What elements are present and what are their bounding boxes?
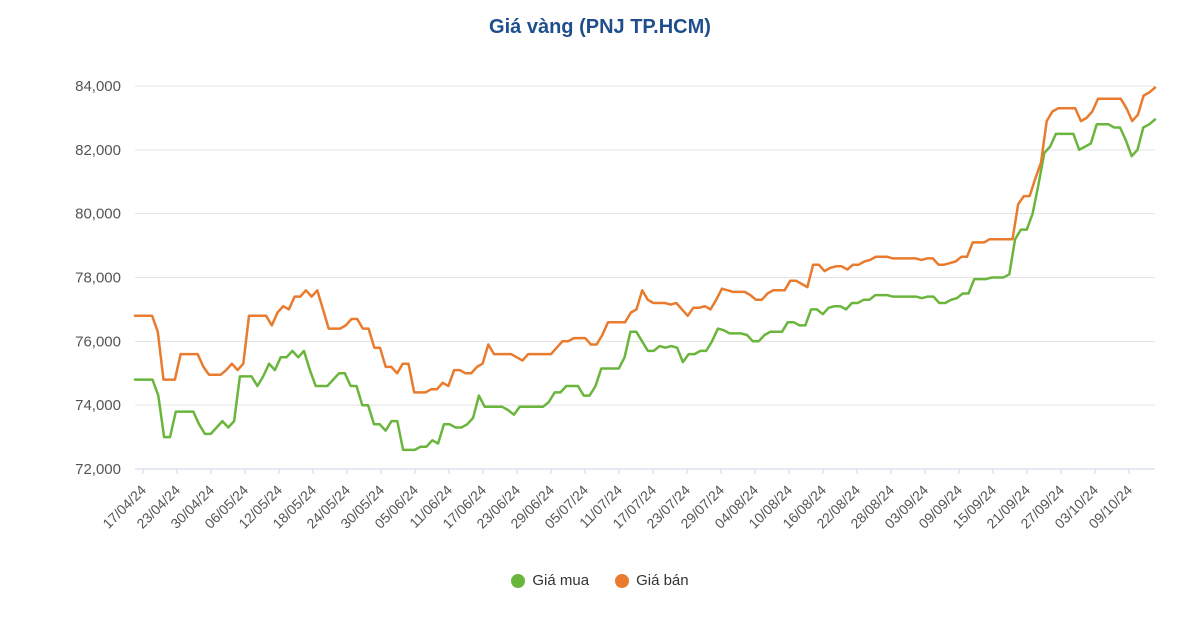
y-tick-label: 84,000 [75,78,121,95]
y-tick-label: 76,000 [75,333,121,350]
y-tick-label: 82,000 [75,142,121,159]
series-line-gia-ban [133,86,1157,394]
y-tick-label: 80,000 [75,206,121,223]
chart-title: Giá vàng (PNJ TP.HCM) [489,16,711,38]
legend-label-gia-ban: Giá bán [636,572,689,589]
legend-marker-gia-ban [615,573,630,588]
legend: Giá mua Giá bán [0,572,1200,589]
legend-item-gia-ban[interactable]: Giá bán [615,572,689,589]
y-tick-label: 78,000 [75,270,121,287]
legend-marker-gia-mua [511,573,526,588]
y-tick-label: 72,000 [75,461,121,478]
legend-label-gia-mua: Giá mua [532,572,590,589]
series-line-gia-mua [133,118,1157,452]
legend-item-gia-mua[interactable]: Giá mua [511,572,589,589]
y-tick-label: 74,000 [75,397,121,414]
